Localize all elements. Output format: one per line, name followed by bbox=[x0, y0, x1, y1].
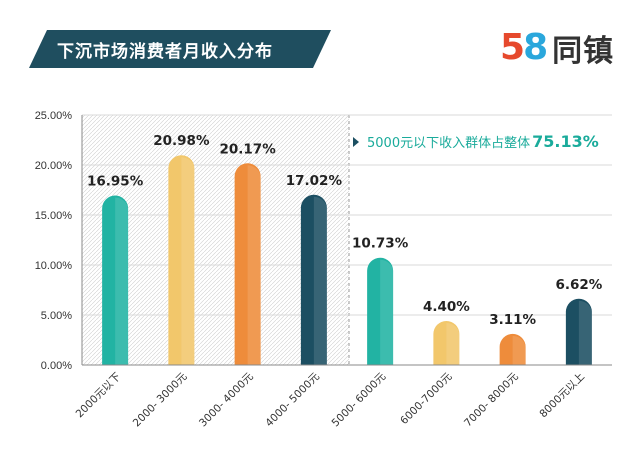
bar-shade bbox=[181, 157, 195, 365]
y-tick-label: 10.00% bbox=[35, 260, 73, 272]
bar-shade bbox=[446, 322, 460, 365]
x-tick-label: 7000- 8000元 bbox=[462, 370, 521, 429]
title-banner: 下沉市场消费者月收入分布 bbox=[29, 30, 331, 68]
bar bbox=[102, 195, 129, 365]
bar-shade bbox=[313, 196, 327, 365]
x-tick-label: 6000-7000元 bbox=[398, 370, 455, 427]
y-tick-label: 20.00% bbox=[35, 160, 73, 172]
bar bbox=[300, 194, 327, 365]
page-title: 下沉市场消费者月收入分布 bbox=[57, 41, 273, 62]
bar bbox=[565, 298, 592, 365]
bar-shade bbox=[578, 300, 592, 365]
y-tick-label: 0.00% bbox=[41, 360, 72, 372]
x-tick-label: 2000元以下 bbox=[74, 371, 124, 421]
bar bbox=[367, 257, 394, 365]
logo-digit-5: 5 bbox=[500, 27, 526, 68]
x-tick-label: 4000- 5000元 bbox=[263, 370, 322, 429]
annotation-value: 75.13% bbox=[532, 132, 599, 151]
data-label: 16.95% bbox=[87, 174, 144, 190]
data-label: 10.73% bbox=[352, 236, 409, 252]
brand-logo: 5 8 同镇 bbox=[500, 27, 615, 70]
bar-shade bbox=[512, 335, 526, 365]
bar bbox=[234, 163, 261, 365]
annotation-text: 5000元以下收入群体占整体 bbox=[367, 136, 530, 151]
y-tick-label: 25.00% bbox=[35, 110, 73, 122]
x-tick-label: 8000元以上 bbox=[537, 371, 587, 421]
data-label: 20.98% bbox=[153, 133, 210, 149]
bar-shade bbox=[380, 259, 394, 365]
x-tick-label: 5000- 6000元 bbox=[330, 370, 389, 429]
bar-shade bbox=[247, 165, 261, 365]
data-label: 4.40% bbox=[423, 299, 470, 315]
logo-digit-8: 8 bbox=[523, 27, 549, 68]
data-label: 20.17% bbox=[220, 141, 277, 157]
y-tick-label: 15.00% bbox=[35, 210, 73, 222]
bar-shade bbox=[115, 197, 129, 365]
x-tick-label: 2000- 3000元 bbox=[131, 370, 190, 429]
bar bbox=[433, 321, 460, 365]
y-tick-label: 5.00% bbox=[41, 310, 72, 322]
bar bbox=[499, 333, 526, 365]
data-label: 6.62% bbox=[555, 277, 602, 293]
bar bbox=[168, 155, 195, 365]
x-tick-label: 3000- 4000元 bbox=[197, 370, 256, 429]
data-label: 3.11% bbox=[489, 312, 536, 328]
annotation-arrow-icon bbox=[353, 137, 359, 147]
data-label: 17.02% bbox=[286, 173, 343, 189]
logo-text: 同镇 bbox=[552, 34, 615, 69]
